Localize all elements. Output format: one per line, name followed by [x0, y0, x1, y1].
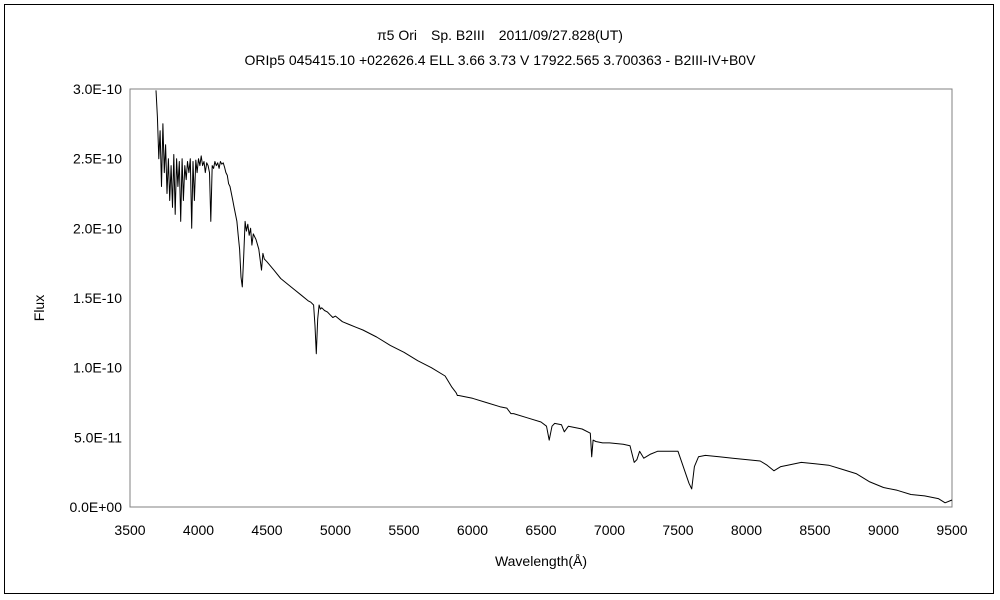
x-tick-label: 8000 — [731, 522, 762, 538]
x-tick-label: 9500 — [936, 522, 967, 538]
y-tick-label: 1.5E-10 — [73, 290, 122, 306]
x-tick-label: 4500 — [251, 522, 282, 538]
chart-title: π5 Ori Sp. B2III 2011/09/27.828(UT) — [377, 27, 623, 43]
x-tick-label: 8500 — [799, 522, 830, 538]
series-line — [155, 90, 953, 504]
x-axis-ticks: 3500 4000 4500 5000 5500 6000 6500 7000 7500 8000… — [114, 522, 967, 538]
x-tick-label: 6000 — [457, 522, 488, 538]
x-tick-label: 3500 — [114, 522, 145, 538]
x-tick-label: 7000 — [594, 522, 625, 538]
y-tick-label: 5.0E-11 — [74, 429, 122, 445]
x-tick-label: 9000 — [868, 522, 899, 538]
x-tick-label: 5500 — [388, 522, 419, 538]
x-tick-label: 7500 — [662, 522, 693, 538]
y-tick-label: 1.0E-10 — [73, 360, 122, 376]
y-tick-label: 2.0E-10 — [73, 220, 122, 236]
chart-subtitle: ORIp5 045415.10 +022626.4 ELL 3.66 3.73 … — [245, 52, 757, 68]
y-axis-ticks: 0.0E+00 5.0E-11 1.0E-10 1.5E-10 2.0E-10 2.5E-… — [69, 81, 122, 515]
y-axis-label: Flux — [31, 295, 47, 321]
x-tick-label: 5000 — [320, 522, 351, 538]
x-tick-label: 4000 — [183, 522, 214, 538]
plot-area — [129, 88, 953, 508]
x-axis-label: Wavelength(Å) — [495, 553, 587, 569]
y-tick-label: 2.5E-10 — [73, 151, 122, 167]
chart-frame — [4, 4, 994, 594]
y-tick-label: 3.0E-10 — [73, 81, 122, 97]
x-tick-label: 6500 — [525, 522, 556, 538]
y-tick-label: 0.0E+00 — [69, 499, 122, 515]
